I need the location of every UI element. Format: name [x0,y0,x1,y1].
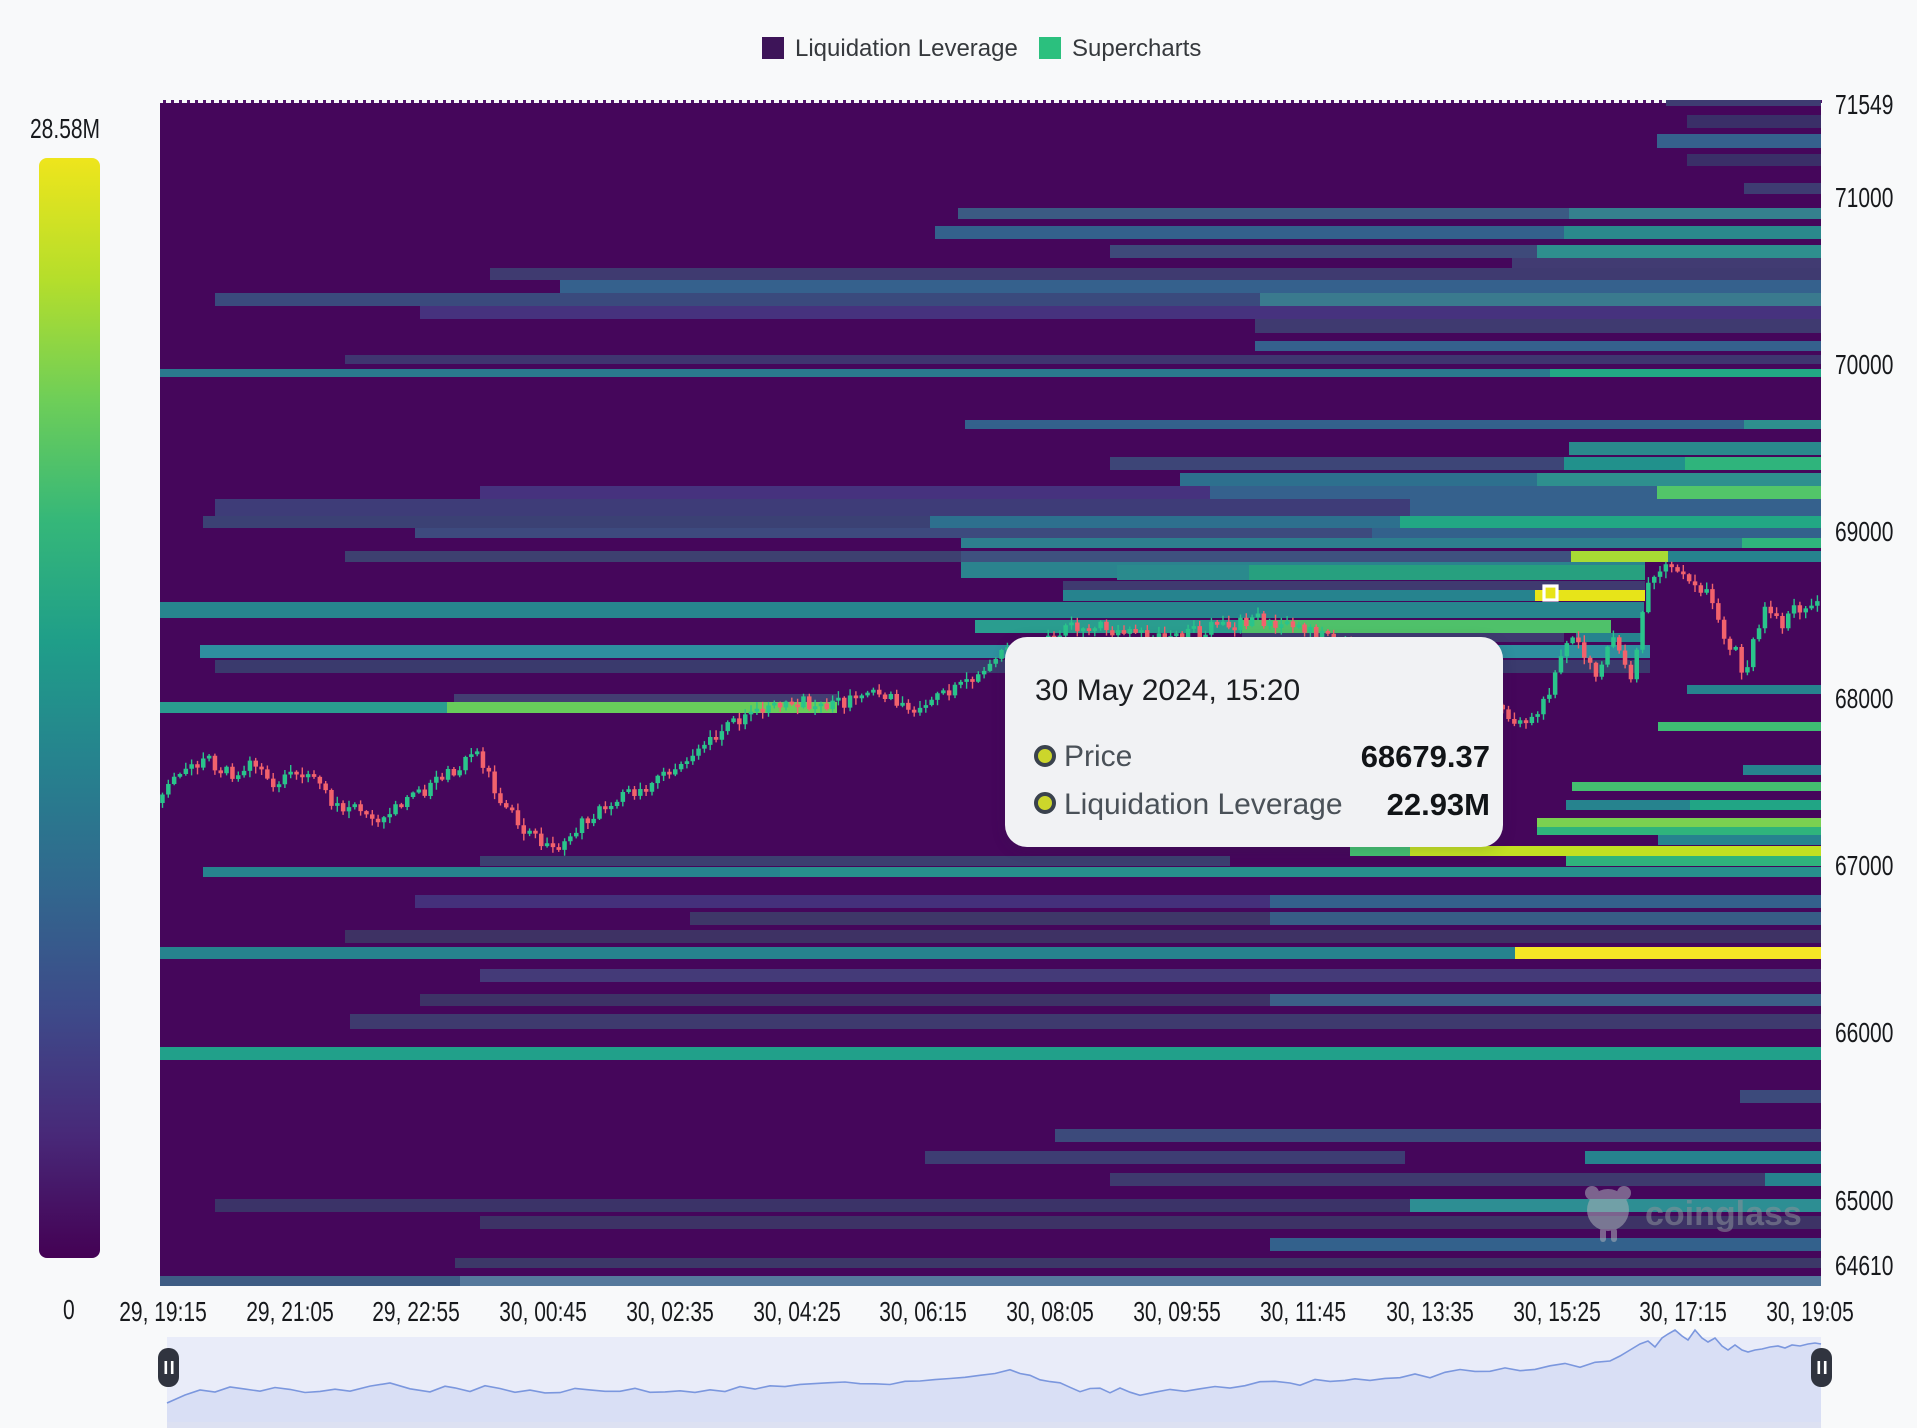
svg-text:coinglass: coinglass [1645,1195,1802,1233]
